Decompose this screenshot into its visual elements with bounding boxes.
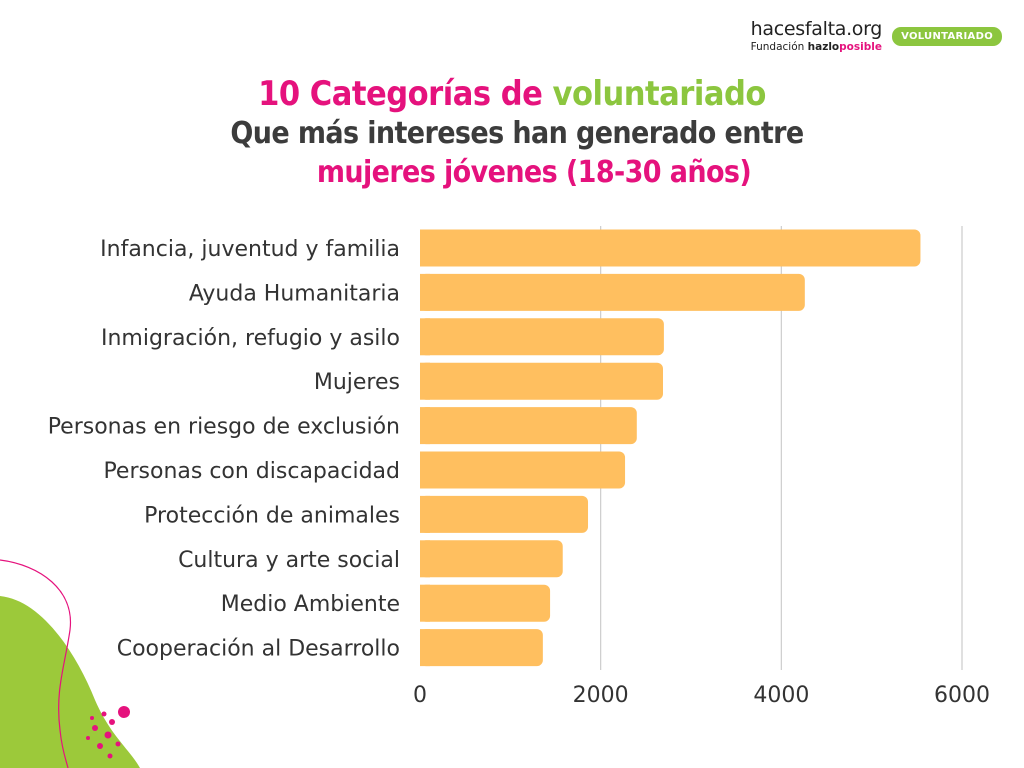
category-label: Infancia, juventud y familia	[100, 237, 400, 262]
x-tick-label: 6000	[934, 683, 990, 708]
logo-sub-prefix: Fundación	[750, 41, 805, 53]
category-label: Protección de animales	[144, 503, 400, 528]
category-label: Mujeres	[314, 370, 400, 395]
chart-subtitle-line2: mujeres jóvenes (18-30 años)	[316, 155, 752, 190]
bar-left-edge	[420, 229, 430, 267]
bar	[420, 495, 589, 533]
category-label: Ayuda Humanitaria	[189, 281, 400, 306]
pink-curve-line	[0, 559, 72, 768]
bar-left-edge	[420, 629, 430, 667]
bar	[420, 407, 637, 445]
bar	[420, 584, 551, 622]
category-label: Cooperación al Desarrollo	[117, 637, 400, 662]
bar	[420, 451, 626, 489]
chart-titles: 10 Categorías de voluntariado Que más in…	[0, 72, 1024, 194]
bar	[420, 629, 543, 667]
chart-title-part2: voluntariado	[552, 74, 767, 114]
category-label: Personas con discapacidad	[103, 459, 400, 484]
bar-left-edge	[420, 495, 430, 533]
chart-subtitle-line1: Que más intereses han generado entre	[230, 116, 804, 151]
bars	[420, 229, 921, 667]
bar-left-edge	[420, 362, 430, 400]
bar-left-edge	[420, 273, 430, 311]
voluntariado-badge: VOLUNTARIADO	[892, 27, 1002, 46]
green-blob-shape	[0, 596, 140, 768]
x-tick-label: 2000	[573, 683, 629, 708]
bar	[420, 273, 805, 311]
category-label: Medio Ambiente	[221, 592, 400, 617]
bar-left-edge	[420, 584, 430, 622]
logo-subtitle: Fundación hazloposible	[751, 41, 882, 53]
x-tick-label: 0	[413, 683, 427, 708]
bar	[420, 318, 664, 356]
bar-left-edge	[420, 451, 430, 489]
pink-dots-pattern	[86, 706, 130, 759]
logo-sub-brand-b: posible	[839, 41, 882, 53]
brand-logo: hacesfalta.org Fundación hazloposible VO…	[751, 18, 1002, 53]
chart-title: 10 Categorías de voluntariado	[0, 72, 1024, 116]
bar-left-edge	[420, 540, 430, 578]
chart-title-part1: 10 Categorías de	[258, 74, 543, 114]
x-tick-label: 4000	[753, 683, 809, 708]
category-label: Inmigración, refugio y asilo	[101, 326, 400, 351]
category-label: Cultura y arte social	[178, 548, 400, 573]
bar	[420, 540, 563, 578]
logo-title: hacesfalta.org	[750, 18, 883, 40]
x-axis-ticks: 0 2000 4000 6000	[413, 683, 990, 708]
logo-sub-brand-a: hazlo	[807, 41, 840, 53]
category-labels: Infancia, juventud y familia Ayuda Humani…	[48, 237, 400, 662]
bar-left-edge	[420, 318, 430, 356]
bar	[420, 362, 663, 400]
bar	[420, 229, 921, 267]
bar-left-edge	[420, 407, 430, 445]
category-label: Personas en riesgo de exclusión	[48, 415, 400, 440]
